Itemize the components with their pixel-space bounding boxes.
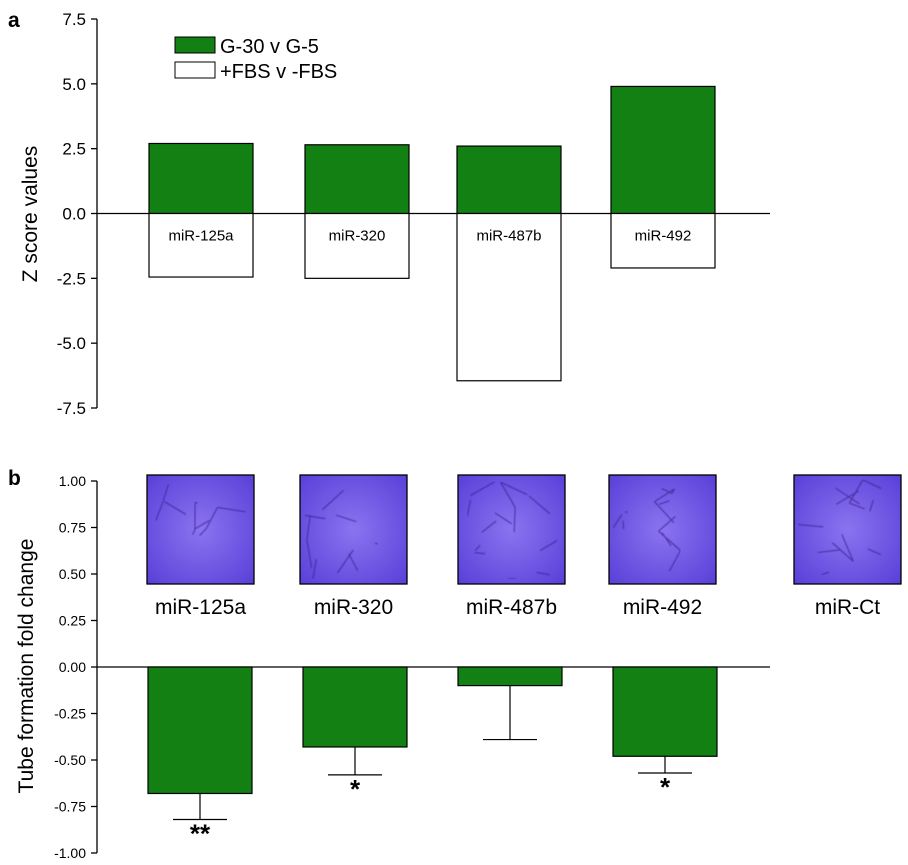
vessel-network [304,489,379,580]
bar-tube-formation [612,666,718,757]
panel-a-legend: G-30 v G-5 +FBS v -FBS [174,36,337,83]
vessel-network [466,481,558,580]
panel-a-y-ticks: 7.5 5.0 2.5 0.0 -2.5 -5.0 -7.5 [57,10,97,418]
panel-a-category-label: miR-487b [476,228,541,245]
panel-b-y-tick-label: 0.00 [59,659,86,675]
panel-b-microscopy-images: miR-125a miR-320 miR-487b miR-492 miR-Ct [146,474,902,619]
panel-b-y-tick-label: -0.75 [54,799,86,815]
panel-b: b Tube formation fold change 1.00 0.75 0.5… [8,467,902,861]
bar-fbs [148,212,254,278]
panel-a-y-tick-label: 7.5 [62,10,86,29]
vessel-network [797,479,882,576]
panel-b-bars: *** * [147,666,718,849]
panel-a-y-tick-label: 2.5 [62,140,86,159]
panel-a-y-tick-label: -5.0 [57,334,86,353]
microscopy-image-label: miR-Ct [815,596,880,619]
panel-a-category-label: miR-320 [329,228,386,245]
microscopy-image-label: miR-320 [314,596,393,619]
legend-swatch-g30 [174,36,216,54]
bar-fbs [456,212,562,382]
panel-letter-b: b [8,467,21,490]
microscopy-image-label: miR-487b [466,596,557,619]
panel-a-category-label: miR-125a [168,228,234,245]
bar-tube-formation [457,666,563,687]
bar-fbs [610,212,716,269]
bar-fbs [304,212,410,279]
bar-g30-v-g5 [456,145,562,215]
microscopy-image-4: miR-Ct [793,474,902,619]
microscopy-image-label: miR-125a [155,596,246,619]
significance-marker: * [350,774,361,804]
panel-b-y-tick-label: 0.50 [59,566,86,582]
legend-label-g30: G-30 v G-5 [220,36,319,58]
panel-a-bars: miR-125a miR-320 miR-487b miR-492 [148,85,716,382]
microscopy-image-label: miR-492 [623,596,702,619]
bar-g30-v-g5 [610,85,716,215]
legend-label-fbs: +FBS v -FBS [220,61,337,83]
panel-a: a Z score values 7.5 5.0 2.5 0.0 -2.5 -5.0 -7.… [8,9,770,418]
significance-marker: ** [190,819,211,849]
microscopy-image-frame [608,474,717,585]
panel-a-y-axis-title: Z score values [19,146,42,283]
panel-a-category-label: miR-492 [635,228,692,245]
microscopy-image-1: miR-320 [299,474,408,619]
panel-b-y-tick-label: -1.00 [54,845,86,861]
panel-letter-a: a [8,9,20,32]
panel-b-y-tick-label: -0.50 [54,752,86,768]
significance-marker: * [660,772,671,802]
microscopy-image-frame [793,474,902,585]
microscopy-image-frame [299,474,408,585]
panel-b-y-ticks: 1.00 0.75 0.50 0.25 0.00 -0.25 -0.50 -0.75 -1.00 [54,473,97,861]
microscopy-image-frame [457,474,566,585]
panel-b-y-tick-label: -0.25 [54,706,86,722]
panel-b-y-tick-label: 0.25 [59,613,86,629]
panel-b-y-tick-label: 1.00 [59,473,86,489]
microscopy-image-3: miR-492 [608,474,717,619]
panel-a-y-tick-label: -2.5 [57,269,86,288]
microscopy-image-0: miR-125a [146,474,255,619]
panel-a-y-tick-label: -7.5 [57,399,86,418]
panel-b-y-axis-title: Tube formation fold change [15,539,38,794]
bar-g30-v-g5 [304,144,410,215]
panel-a-y-tick-label: 5.0 [62,75,86,94]
panel-b-y-tick-label: 0.75 [59,520,86,536]
panel-a-y-tick-label: 0.0 [62,205,86,224]
microscopy-image-frame [146,474,255,585]
bar-tube-formation [147,666,253,795]
microscopy-image-2: miR-487b [457,474,566,619]
bar-tube-formation [302,666,408,748]
legend-swatch-fbs [174,61,216,79]
bar-g30-v-g5 [148,142,254,215]
